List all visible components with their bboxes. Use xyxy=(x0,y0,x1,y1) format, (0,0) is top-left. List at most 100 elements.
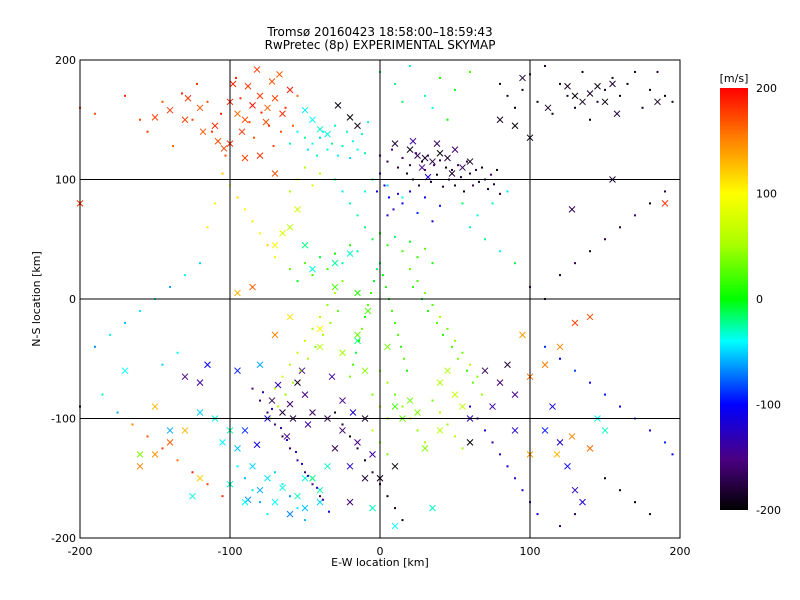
data-point-x xyxy=(481,367,489,375)
x-tick-label: -200 xyxy=(68,545,93,558)
data-point-dot xyxy=(454,88,456,91)
data-point-x xyxy=(256,361,264,369)
data-point-dot xyxy=(581,70,584,73)
data-point-x xyxy=(196,474,204,482)
data-point-dot xyxy=(391,309,393,312)
data-point-x xyxy=(339,397,346,404)
data-point-dot xyxy=(328,510,330,513)
data-point-dot xyxy=(341,262,344,265)
data-point-x xyxy=(451,146,459,153)
data-point-dot xyxy=(559,274,561,277)
data-point-dot xyxy=(386,495,389,498)
data-point-dot xyxy=(409,268,411,271)
data-point-x xyxy=(451,391,459,398)
data-point-x xyxy=(564,462,571,470)
data-point-dot xyxy=(341,145,344,148)
data-point-x xyxy=(436,149,444,157)
data-point-dot xyxy=(424,94,426,97)
data-point-x xyxy=(489,403,496,410)
data-point-dot xyxy=(274,387,276,390)
data-point-x xyxy=(166,439,174,446)
data-point-dot xyxy=(412,286,414,289)
data-point-x xyxy=(204,361,211,369)
data-point-dot xyxy=(551,112,554,115)
data-point-dot xyxy=(326,148,329,151)
data-point-dot xyxy=(274,256,276,259)
data-point-dot xyxy=(394,393,396,396)
data-point-dot xyxy=(280,130,282,133)
data-point-x xyxy=(354,122,361,130)
data-point-dot xyxy=(463,190,465,193)
data-point-dot xyxy=(259,232,261,235)
data-point-x xyxy=(511,427,519,434)
data-point-x xyxy=(196,409,204,416)
data-point-dot xyxy=(176,351,179,354)
y-tick-label: 200 xyxy=(55,54,76,67)
data-point-x xyxy=(369,450,376,458)
data-point-x xyxy=(354,337,361,345)
data-point-x xyxy=(556,343,564,351)
colorbar-tick-label: 200 xyxy=(756,82,777,95)
data-point-dot xyxy=(478,180,480,183)
data-point-dot xyxy=(371,471,374,474)
grid-lines xyxy=(80,60,680,538)
data-point-dot xyxy=(139,309,141,312)
data-point-dot xyxy=(341,423,344,426)
data-point-dot xyxy=(319,495,321,498)
data-point-dot xyxy=(311,483,314,486)
data-point-dot xyxy=(445,166,447,169)
colorbar-tick-label: -100 xyxy=(756,399,781,412)
data-point-dot xyxy=(266,411,269,414)
data-point-dot xyxy=(364,315,366,318)
data-point-dot xyxy=(277,405,279,408)
data-point-x xyxy=(279,110,286,118)
data-point-dot xyxy=(401,250,404,253)
data-point-dot xyxy=(481,393,483,396)
data-point-x xyxy=(220,145,228,152)
data-point-dot xyxy=(397,333,399,336)
data-point-x xyxy=(271,170,279,177)
data-point-x xyxy=(346,462,354,470)
data-point-dot xyxy=(385,286,387,289)
data-point-dot xyxy=(124,94,126,97)
data-point-x xyxy=(151,403,159,410)
data-point-x xyxy=(369,504,376,512)
data-point-x xyxy=(346,250,354,257)
data-point-dot xyxy=(386,244,389,247)
data-point-dot xyxy=(544,64,546,67)
data-point-dot xyxy=(346,130,348,133)
data-point-x xyxy=(241,154,249,162)
data-point-x xyxy=(444,154,451,162)
data-point-x xyxy=(568,206,576,213)
data-point-dot xyxy=(266,513,269,516)
data-point-dot xyxy=(454,184,456,187)
data-point-dot xyxy=(311,274,314,277)
data-point-dot xyxy=(536,100,539,103)
data-point-dot xyxy=(248,121,251,124)
data-point-x xyxy=(556,439,564,446)
data-point-x xyxy=(361,367,369,375)
data-point-x xyxy=(256,152,264,159)
data-point-dot xyxy=(431,303,434,306)
data-point-dot xyxy=(469,172,471,175)
data-point-x xyxy=(339,349,346,357)
data-point-x xyxy=(328,373,336,381)
data-point-x xyxy=(579,498,586,506)
data-point-dot xyxy=(484,238,486,241)
data-point-dot xyxy=(401,519,404,522)
data-point-dot xyxy=(397,192,399,195)
data-point-x xyxy=(181,373,189,381)
data-point-x xyxy=(609,80,616,88)
data-point-dot xyxy=(619,405,621,408)
data-point-dot xyxy=(124,321,126,324)
data-point-x xyxy=(549,403,556,410)
data-point-x xyxy=(264,104,271,112)
data-point-x xyxy=(354,331,361,339)
data-point-x xyxy=(121,367,129,375)
plot-frame xyxy=(79,59,681,539)
data-point-dot xyxy=(307,148,309,151)
data-point-dot xyxy=(272,145,275,148)
data-point-dot xyxy=(304,471,306,474)
data-point-dot xyxy=(664,441,666,444)
data-point-dot xyxy=(388,196,390,199)
